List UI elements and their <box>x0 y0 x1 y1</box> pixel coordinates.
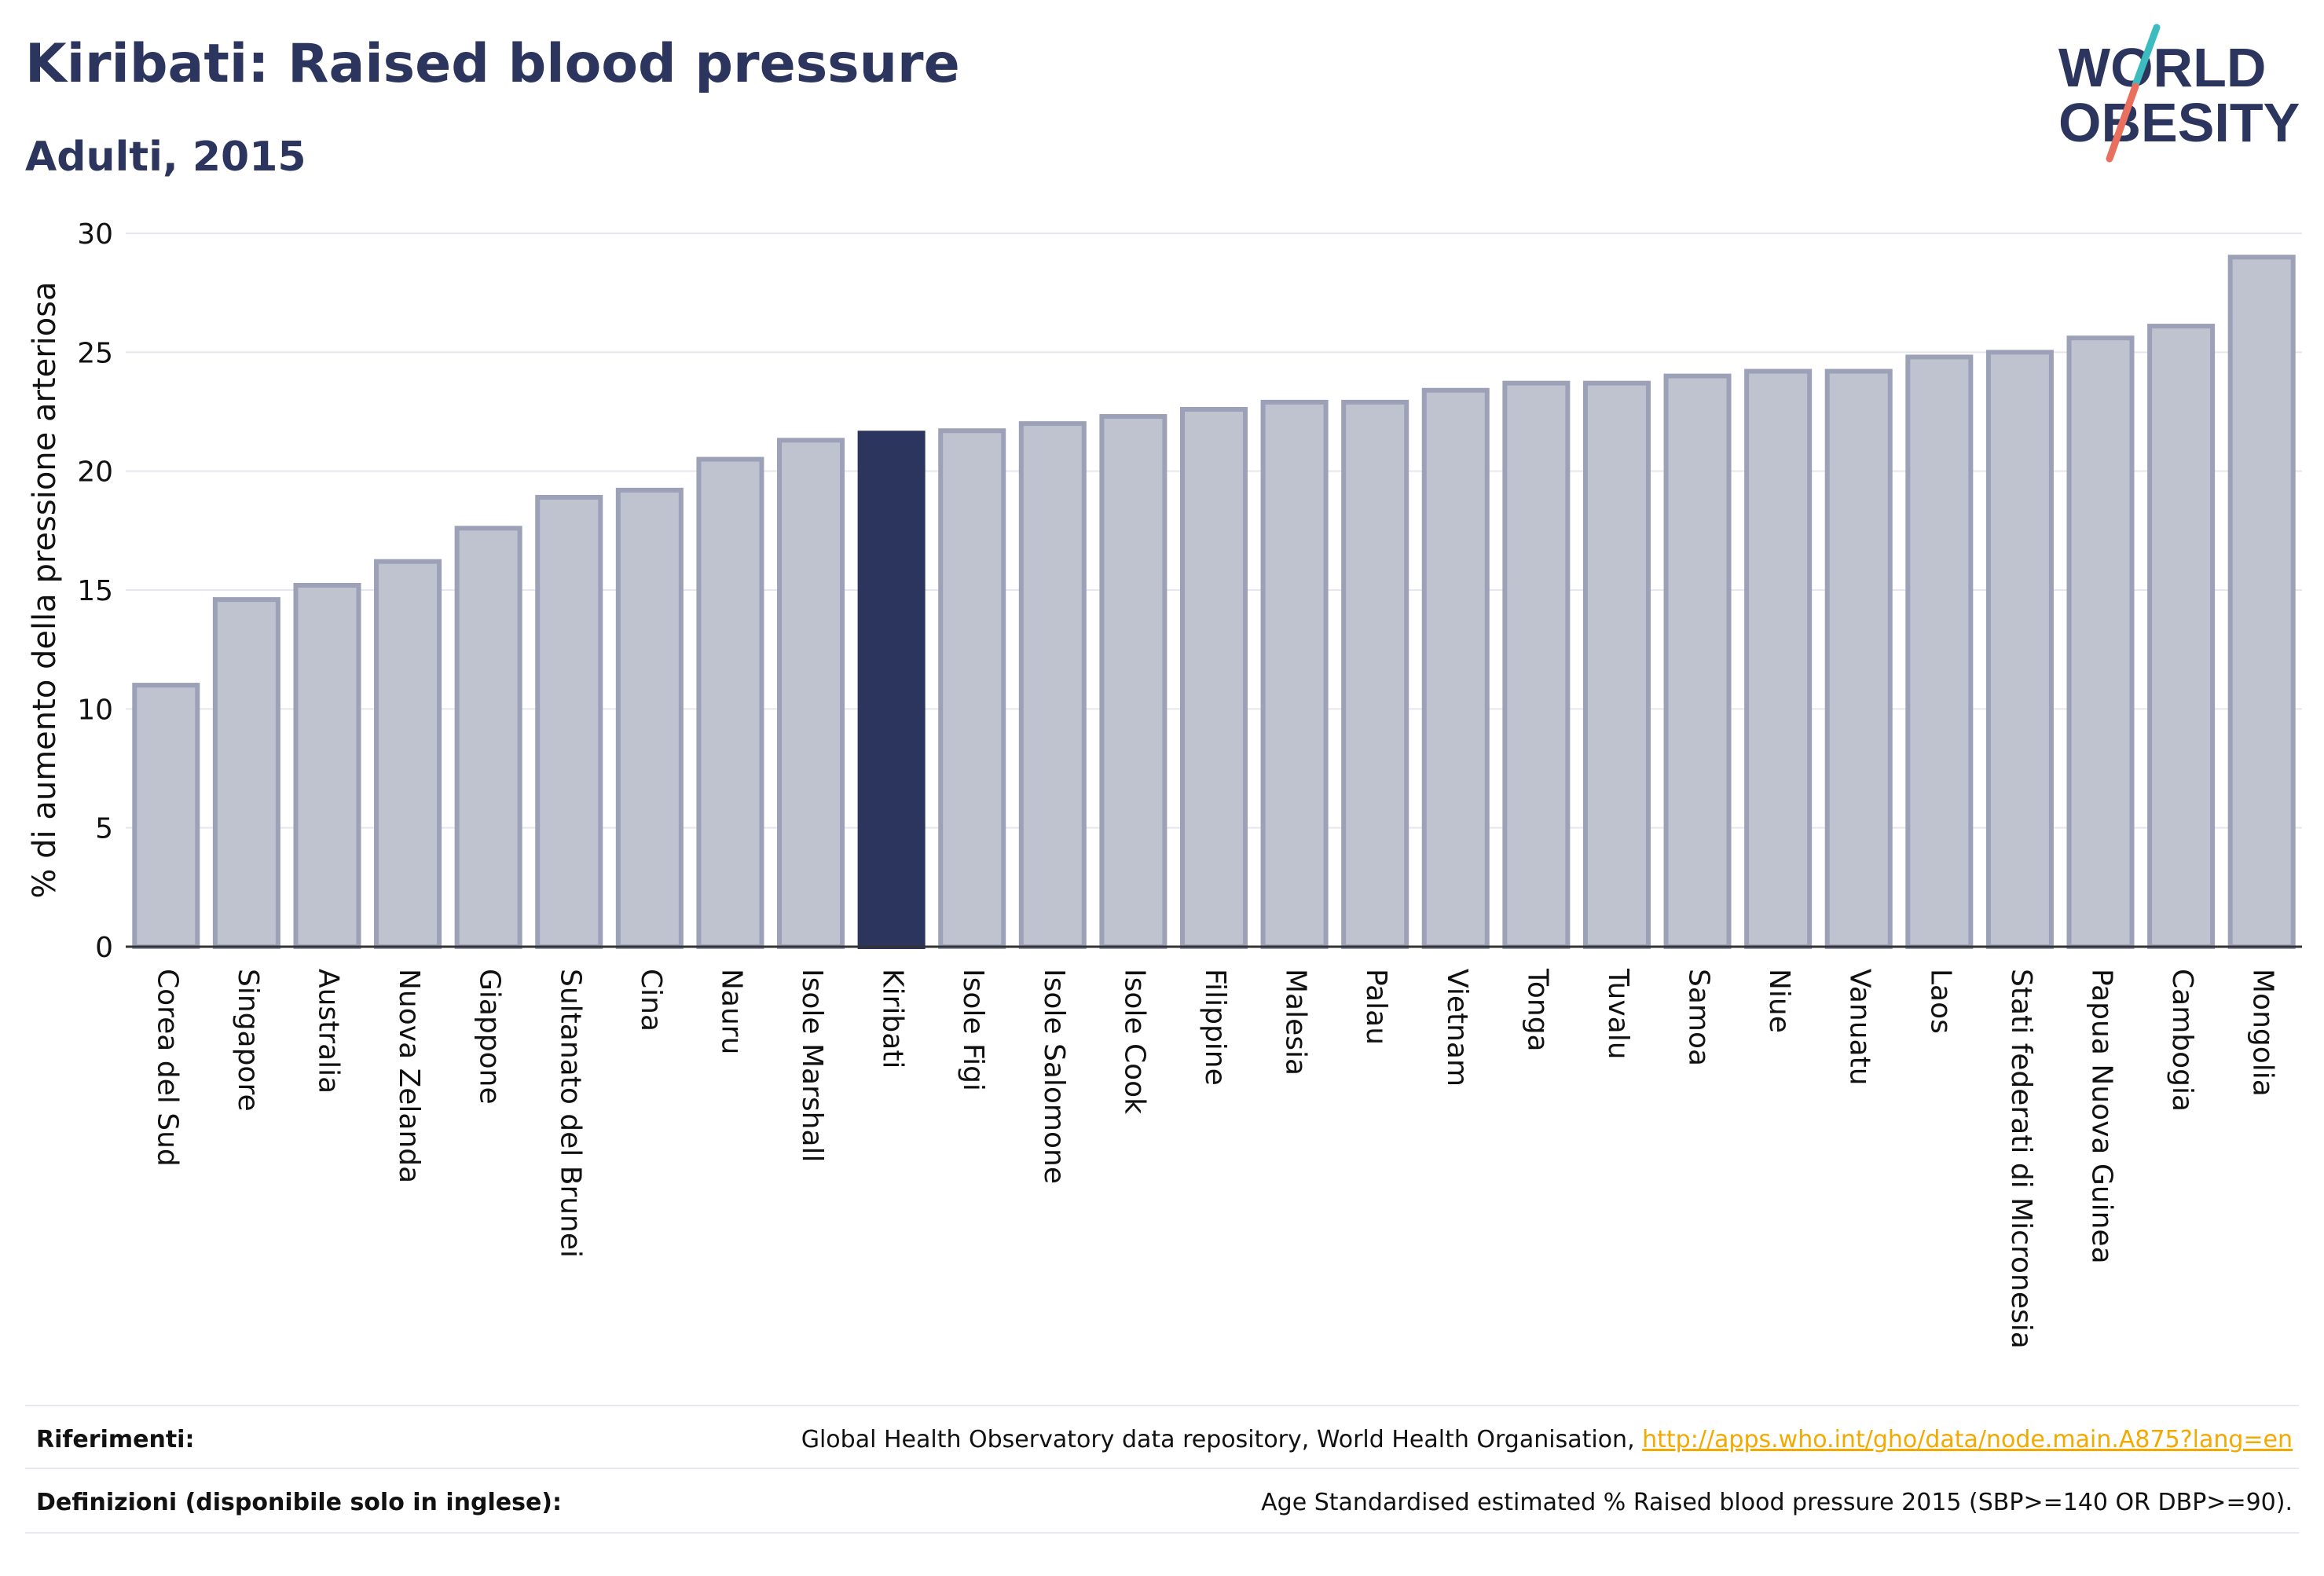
bar <box>696 456 764 949</box>
bar <box>2066 335 2135 949</box>
bar-chart: 0 5 10 15 20 25 30 Corea del Sud Singapore Austr… <box>27 218 2302 1349</box>
x-tick-label: Isole Cook <box>1118 969 1150 1114</box>
footer-divider-middle <box>25 1468 2299 1469</box>
logo-slash-coral <box>2106 82 2139 163</box>
definitions-label: Definizioni (disponibile solo in inglese… <box>36 1489 562 1516</box>
y-tick-label: 30 <box>77 218 113 251</box>
bar <box>1018 421 1087 949</box>
x-tick-label: Samoa <box>1683 969 1715 1066</box>
x-tick-label: Isole Salomone <box>1038 969 1070 1184</box>
world-obesity-logo: WORLD OBESITY <box>2058 24 2300 163</box>
y-tick-label: 5 <box>95 813 113 845</box>
bar <box>1905 354 1974 949</box>
x-tick-label: Nauru <box>715 969 747 1054</box>
x-tick-label: Singapore <box>232 969 264 1112</box>
y-tick-label: 15 <box>77 575 113 607</box>
x-tick-label: Isole Figi <box>957 969 989 1091</box>
bar <box>454 526 522 949</box>
x-tick-label: Papua Nuova Guinea <box>2086 969 2118 1264</box>
bar <box>374 559 442 949</box>
bar <box>1985 350 2054 950</box>
bar <box>1099 414 1167 949</box>
x-tick-label: Vietnam <box>1441 969 1473 1087</box>
logo-slash-teal <box>2132 24 2161 89</box>
y-tick-label: 10 <box>77 694 113 726</box>
references-source: Global Health Observatory data repositor… <box>801 1426 1643 1453</box>
x-tick-label: Cambogia <box>2166 969 2198 1112</box>
x-tick-label: Niue <box>1763 969 1795 1033</box>
x-tick-label: Corea del Sud <box>151 969 183 1167</box>
x-tick-label: Nuova Zelanda <box>393 969 425 1183</box>
bar <box>777 438 845 949</box>
bar <box>212 597 280 950</box>
bar <box>1744 368 1813 949</box>
bar <box>938 428 1006 949</box>
footer-divider-top <box>25 1405 2299 1406</box>
y-axis-label: % di aumento della pressione arteriosa <box>27 281 63 898</box>
logo-word-obesity: OBESITY <box>2058 92 2300 153</box>
footer-divider-bottom <box>25 1532 2299 1534</box>
x-tick-label: Mongolia <box>2247 969 2279 1097</box>
bar <box>1260 399 1329 950</box>
x-tick-label: Tuvalu <box>1602 968 1634 1060</box>
y-tick-label: 25 <box>77 337 113 369</box>
x-tick-label: Malesia <box>1280 969 1312 1076</box>
bar <box>1582 380 1651 949</box>
x-tick-label: Filippine <box>1199 969 1231 1086</box>
y-tick-label: 0 <box>95 932 113 964</box>
references-label: Riferimenti: <box>36 1426 195 1453</box>
x-tick-label: Laos <box>1924 969 1956 1034</box>
bar <box>2147 324 2216 950</box>
bar <box>293 582 361 949</box>
x-tick-label: Vanuatu <box>1844 969 1876 1086</box>
chart-title: Kiribati: Raised blood pressure <box>25 33 960 95</box>
x-tick-label: Stati federati di Micronesia <box>2005 969 2037 1349</box>
x-tick-label: Australia <box>312 969 344 1094</box>
x-tick-label: Cina <box>635 969 667 1032</box>
x-tick-label: Kiribati <box>877 969 909 1068</box>
bar <box>1421 387 1490 949</box>
bar <box>1341 399 1409 950</box>
references-link[interactable]: http://apps.who.int/gho/data/node.main.A… <box>1642 1426 2293 1453</box>
y-tick-labels: 0 5 10 15 20 25 30 <box>77 218 113 964</box>
bar <box>857 431 926 949</box>
bar <box>615 487 684 949</box>
logo-word-world: WORLD <box>2058 37 2266 98</box>
bars <box>132 255 2296 950</box>
x-tick-label: Giappone <box>474 969 506 1105</box>
references-text: Global Health Observatory data repositor… <box>801 1426 2293 1453</box>
x-tick-label: Tonga <box>1521 968 1553 1052</box>
x-tick-label: Palau <box>1360 969 1392 1045</box>
bar <box>535 494 603 949</box>
y-tick-label: 20 <box>77 456 113 489</box>
definitions-text: Age Standardised estimated % Raised bloo… <box>1261 1489 2293 1516</box>
chart-subtitle: Adulti, 2015 <box>25 134 306 181</box>
bar <box>1502 380 1571 949</box>
bar <box>2227 255 2296 949</box>
bar <box>1824 368 1893 949</box>
bar <box>1663 373 1732 950</box>
x-tick-labels: Corea del Sud Singapore Australia Nuova Zel… <box>151 968 2278 1349</box>
bar <box>1179 406 1248 949</box>
x-tick-label: Sultanato del Brunei <box>554 969 586 1258</box>
bar <box>132 683 200 949</box>
x-tick-label: Isole Marshall <box>796 969 828 1163</box>
